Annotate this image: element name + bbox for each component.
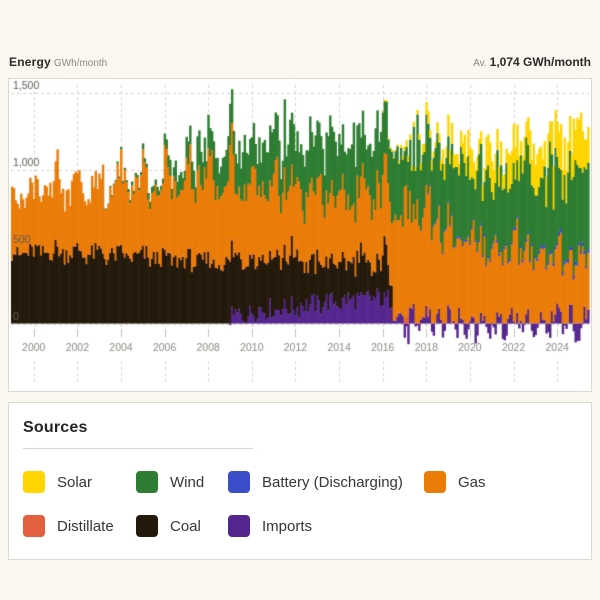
legend-label: Distillate bbox=[57, 517, 114, 535]
legend-item-wind[interactable]: Wind bbox=[136, 471, 228, 493]
legend-label: Battery (Discharging) bbox=[262, 473, 403, 491]
sources-title: Sources bbox=[23, 419, 88, 436]
chart-unit-label: GWh/month bbox=[53, 58, 108, 69]
chart-title: Energy bbox=[9, 55, 51, 69]
chart-title-group: Energy GWh/month bbox=[9, 53, 107, 71]
average-prefix: Av. bbox=[473, 58, 487, 69]
battery-swatch-icon bbox=[228, 471, 250, 493]
wind-swatch-icon bbox=[136, 471, 158, 493]
sources-panel: Sources Solar Wind Battery (Discharging)… bbox=[8, 402, 592, 560]
legend-item-solar[interactable]: Solar bbox=[23, 471, 136, 493]
chart-header: Energy GWh/month Av. 1,074 GWh/month bbox=[9, 53, 591, 71]
legend-item-battery[interactable]: Battery (Discharging) bbox=[228, 471, 424, 493]
sources-divider bbox=[23, 448, 253, 449]
legend-label: Solar bbox=[57, 473, 93, 491]
distillate-swatch-icon bbox=[23, 515, 45, 537]
legend-item-gas[interactable]: Gas bbox=[424, 471, 577, 493]
legend-item-coal[interactable]: Coal bbox=[136, 515, 228, 537]
legend-label: Imports bbox=[262, 517, 313, 535]
energy-stacked-chart[interactable] bbox=[9, 79, 591, 391]
imports-swatch-icon bbox=[228, 515, 250, 537]
legend-label: Wind bbox=[170, 473, 205, 491]
chart-average-group: Av. 1,074 GWh/month bbox=[473, 53, 591, 71]
legend-item-imports[interactable]: Imports bbox=[228, 515, 424, 537]
average-value: 1,074 GWh/month bbox=[489, 55, 591, 69]
legend-label: Gas bbox=[458, 473, 486, 491]
legend-item-distillate[interactable]: Distillate bbox=[23, 515, 136, 537]
gas-swatch-icon bbox=[424, 471, 446, 493]
solar-swatch-icon bbox=[23, 471, 45, 493]
legend-label: Coal bbox=[170, 517, 201, 535]
chart-card bbox=[8, 78, 592, 392]
legend: Solar Wind Battery (Discharging) Gas Dis… bbox=[23, 471, 577, 537]
coal-swatch-icon bbox=[136, 515, 158, 537]
